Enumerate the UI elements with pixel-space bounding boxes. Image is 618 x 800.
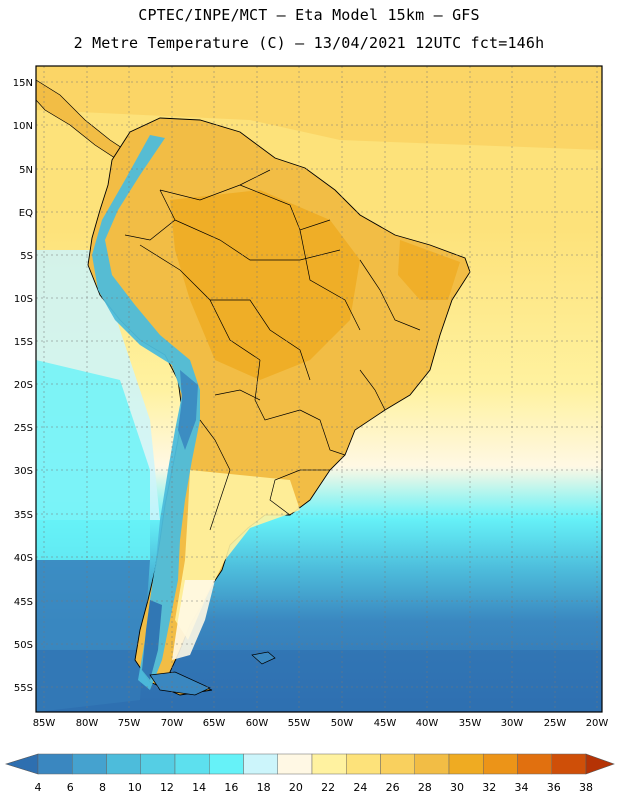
colorbar-cell bbox=[380, 753, 415, 775]
colorbar-cell bbox=[72, 753, 107, 775]
temperature-map: 15N 10N 5N EQ 5S 10S 15S 20S 25S 30S 35S… bbox=[13, 65, 609, 729]
colorbar-cell bbox=[414, 753, 450, 775]
colorbar-cell bbox=[174, 753, 210, 775]
colorbar-label: 4 bbox=[35, 781, 42, 794]
lat-label: 5N bbox=[19, 165, 33, 176]
map-title-line-2: 2 Metre Temperature (C) – 13/04/2021 12U… bbox=[73, 34, 545, 52]
lon-label: 25W bbox=[544, 718, 567, 729]
colorbar-cell bbox=[483, 753, 518, 775]
lat-label: EQ bbox=[19, 208, 33, 219]
colorbar-label: 32 bbox=[482, 781, 496, 794]
southern-ocean-deep bbox=[36, 650, 602, 712]
colorbar-label: 38 bbox=[579, 781, 593, 794]
colorbar-label: 18 bbox=[257, 781, 271, 794]
colorbar-label: 26 bbox=[386, 781, 400, 794]
colorbar-label: 20 bbox=[289, 781, 303, 794]
lat-label: 35S bbox=[14, 510, 33, 521]
lon-label: 20W bbox=[586, 718, 609, 729]
colorbar-cell bbox=[346, 753, 381, 775]
lon-label: 75W bbox=[118, 718, 141, 729]
colorbar-left-arrow bbox=[4, 753, 39, 775]
colorbar: 4 6 8 10 12 14 16 18 20 22 24 26 28 30 32 34 36 38 bbox=[4, 753, 615, 794]
lon-label: 45W bbox=[374, 718, 397, 729]
caribbean-warm-zone bbox=[36, 66, 602, 150]
lon-label: 55W bbox=[288, 718, 311, 729]
colorbar-label: 14 bbox=[192, 781, 206, 794]
lat-label: 30S bbox=[14, 466, 33, 477]
colorbar-label: 34 bbox=[515, 781, 529, 794]
colorbar-label: 30 bbox=[450, 781, 464, 794]
lat-label: 15S bbox=[14, 337, 33, 348]
lat-label: 40S bbox=[14, 553, 33, 564]
patagonia-pale-zone bbox=[172, 580, 215, 660]
lat-label: 5S bbox=[20, 251, 33, 262]
map-title-line-1: CPTEC/INPE/MCT – Eta Model 15km – GFS bbox=[138, 6, 480, 24]
colorbar-cell bbox=[311, 753, 347, 775]
interior-hot-zone bbox=[170, 190, 360, 380]
graticule bbox=[36, 66, 602, 712]
colorbar-cell bbox=[448, 753, 484, 775]
colorbar-cell bbox=[106, 753, 141, 775]
lon-label: 80W bbox=[76, 718, 99, 729]
colorbar-label: 12 bbox=[160, 781, 174, 794]
colorbar-right-arrow bbox=[585, 753, 615, 775]
colorbar-label: 6 bbox=[67, 781, 74, 794]
lon-label: 35W bbox=[459, 718, 482, 729]
falkland-islands-land bbox=[251, 651, 276, 665]
lon-label: 30W bbox=[501, 718, 524, 729]
colorbar-cell bbox=[37, 753, 73, 775]
lon-label: 50W bbox=[331, 718, 354, 729]
lon-label: 40W bbox=[416, 718, 439, 729]
lon-label: 65W bbox=[203, 718, 226, 729]
southern-andes-peaks bbox=[142, 600, 162, 680]
pacific-cyan-zone bbox=[36, 360, 150, 560]
colorbar-cell bbox=[243, 753, 278, 775]
tierra-del-fuego-land bbox=[149, 671, 211, 696]
lat-label: 15N bbox=[13, 78, 33, 89]
lat-label: 25S bbox=[14, 423, 33, 434]
colorbar-label: 36 bbox=[547, 781, 561, 794]
lon-label: 60W bbox=[246, 718, 269, 729]
lat-label: 10N bbox=[13, 121, 33, 132]
colorbar-cell bbox=[277, 753, 313, 775]
lat-label: 10S bbox=[14, 294, 33, 305]
andes-cold-spine bbox=[92, 135, 200, 690]
colorbar-label: 28 bbox=[418, 781, 432, 794]
colorbar-cell bbox=[517, 753, 552, 775]
andes-high-peaks bbox=[178, 370, 198, 450]
lat-label: 55S bbox=[14, 683, 33, 694]
lat-label: 50S bbox=[14, 640, 33, 651]
colorbar-cell bbox=[209, 753, 244, 775]
colorbar-cell bbox=[140, 753, 176, 775]
lon-label: 70W bbox=[161, 718, 184, 729]
colorbar-label: 8 bbox=[99, 781, 106, 794]
lon-label: 85W bbox=[33, 718, 56, 729]
colorbar-label: 16 bbox=[224, 781, 238, 794]
colorbar-cell bbox=[551, 753, 587, 775]
colorbar-label: 24 bbox=[353, 781, 367, 794]
northeast-hot-zone bbox=[398, 240, 460, 300]
lat-label: 20S bbox=[14, 380, 33, 391]
country-borders bbox=[124, 169, 421, 531]
map-frame bbox=[35, 65, 603, 713]
lat-label: 45S bbox=[14, 597, 33, 608]
colorbar-label: 22 bbox=[321, 781, 335, 794]
colorbar-label: 10 bbox=[128, 781, 142, 794]
